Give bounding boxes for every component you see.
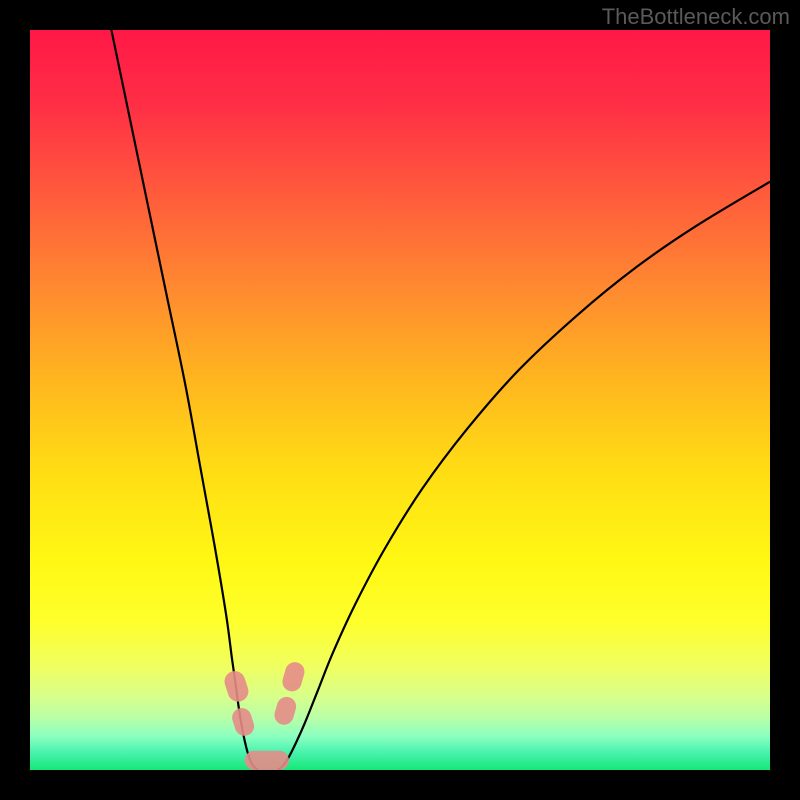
watermark-text: TheBottleneck.com — [602, 4, 790, 30]
data-marker — [272, 695, 298, 727]
curve-right-branch — [278, 182, 770, 770]
data-marker — [230, 706, 257, 739]
chart-curves — [30, 30, 770, 770]
data-marker — [280, 660, 307, 694]
data-markers — [222, 660, 307, 770]
data-marker — [222, 668, 251, 704]
plot-area — [30, 30, 770, 770]
data-marker — [245, 751, 289, 770]
curve-left-branch — [111, 30, 258, 770]
